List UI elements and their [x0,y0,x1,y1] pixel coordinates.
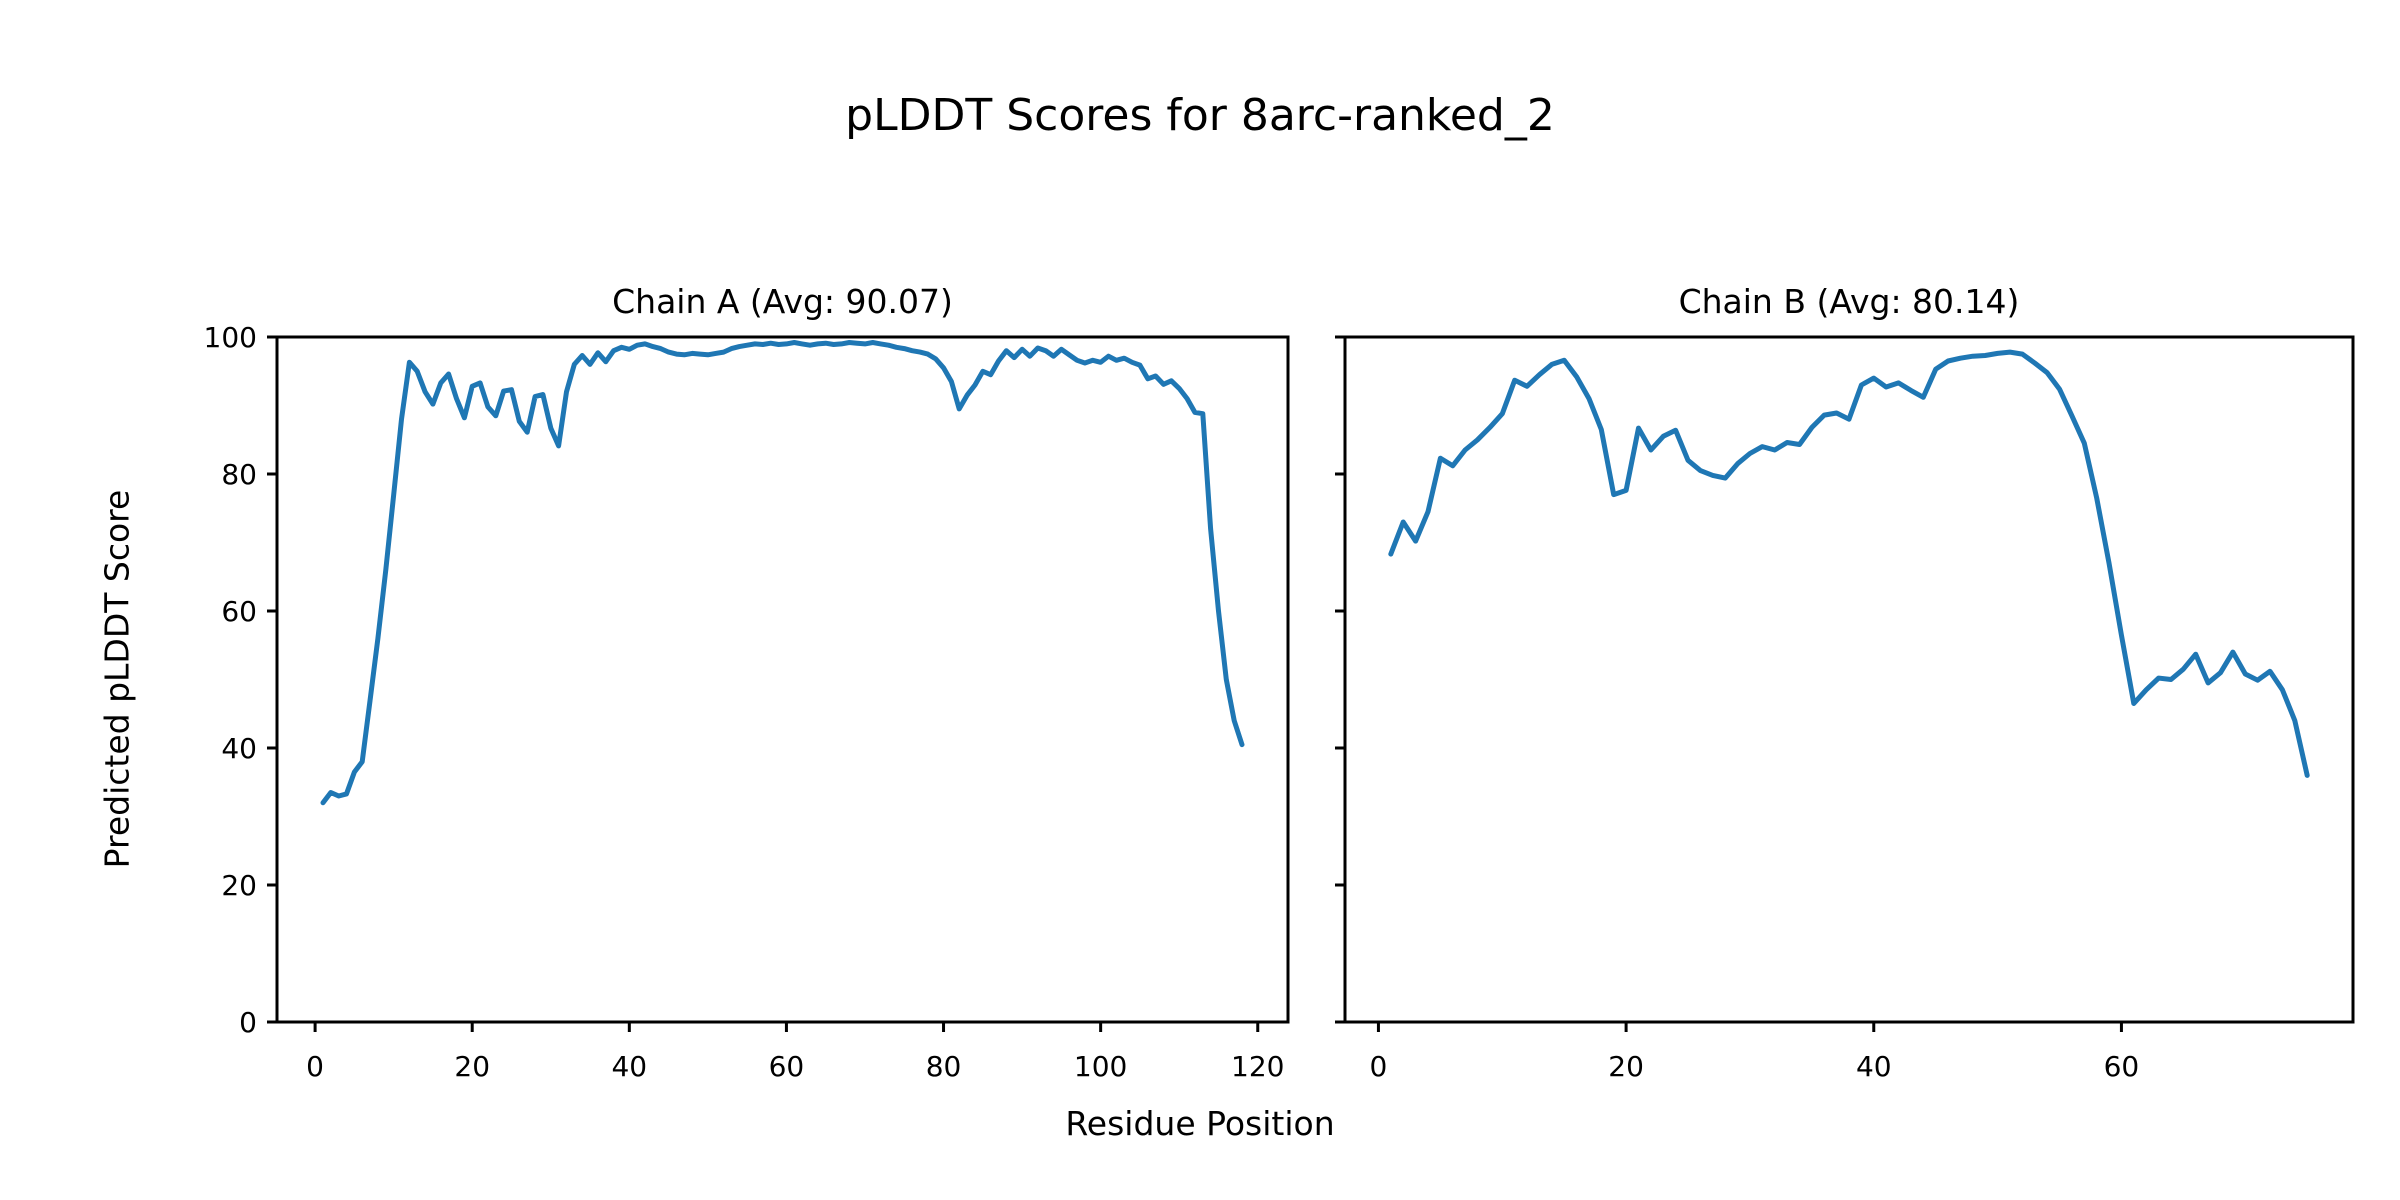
y-tick-label: 60 [221,595,257,628]
x-tick-label: 120 [1231,1050,1284,1083]
plddt-line-chain-b [1388,349,2310,778]
x-tick-label: 60 [2104,1050,2140,1083]
x-tick-label: 40 [611,1050,647,1083]
axes-frame-chain-a [275,335,1290,1024]
chain-b-subplot-title: Chain B (Avg: 80.14) [1678,282,2020,321]
x-tick-label: 100 [1074,1050,1127,1083]
x-tick-label: 80 [926,1050,962,1083]
x-tick-label: 20 [454,1050,490,1083]
y-tick-label: 20 [221,869,257,902]
figure-title: pLDDT Scores for 8arc-ranked_2 [845,90,1555,141]
x-tick-label: 60 [769,1050,805,1083]
chain-a-subplot-title: Chain A (Avg: 90.07) [612,282,953,321]
x-tick-label: 0 [1370,1050,1388,1083]
plddt-line-chain-a [320,340,1245,806]
y-tick-label: 100 [204,321,257,354]
x-tick-label: 20 [1608,1050,1644,1083]
x-axis-label: Residue Position [1065,1104,1335,1143]
axes-frame-chain-b [1343,335,2355,1024]
x-tick-label: 0 [306,1050,324,1083]
y-tick-label: 80 [221,458,257,491]
x-tick-label: 40 [1856,1050,1892,1083]
y-tick-label: 0 [239,1006,257,1039]
y-tick-label: 40 [221,732,257,765]
